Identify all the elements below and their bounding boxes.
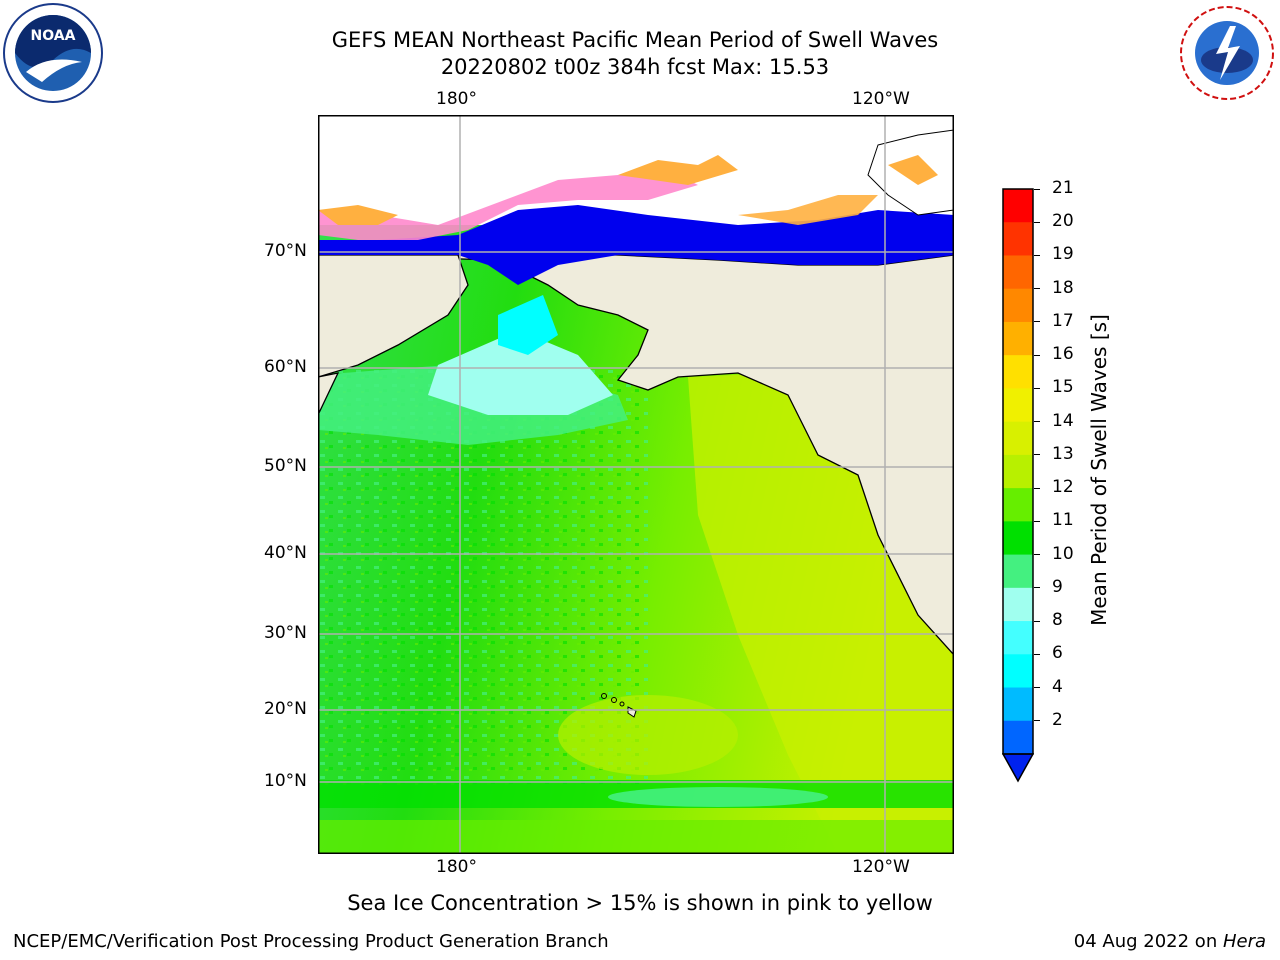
footer-host: Hera (1222, 931, 1266, 952)
colorbar-tick-label: 19 (1052, 244, 1074, 265)
colorbar-tick-label: 6 (1052, 643, 1063, 664)
colorbar-segment (1003, 421, 1033, 456)
colorbar-tick-mark (1034, 221, 1040, 223)
colorbar-tick-label: 20 (1052, 211, 1074, 232)
arctic-ocean-waves (318, 205, 954, 285)
colorbar-extend-triangle (1001, 753, 1035, 783)
colorbar-tick-label: 9 (1052, 576, 1063, 597)
colorbar-tick-mark (1034, 321, 1040, 323)
colorbar-tick-mark (1034, 653, 1040, 655)
lat-tick-10n: 10°N (264, 771, 307, 791)
colorbar-segment (1003, 687, 1033, 722)
bering-strait-waves (498, 295, 558, 355)
footer-date: 04 Aug 2022 on Hera (1074, 931, 1266, 952)
noaa-logo: NOAA (2, 2, 104, 104)
lon-tick-bottom-120w: 120°W (852, 857, 910, 877)
colorbar-segment (1003, 321, 1033, 356)
ocean-south-band (318, 820, 954, 854)
sea-ice-archipelago (888, 155, 938, 185)
colorbar-tick-label: 15 (1052, 377, 1074, 398)
colorbar-tick-mark (1034, 354, 1040, 356)
colorbar-tick-mark (1034, 387, 1040, 389)
colorbar-tick-mark (1034, 620, 1040, 622)
colorbar-tick-mark (1034, 254, 1040, 256)
colorbar-tick-label: 2 (1052, 709, 1063, 730)
colorbar-segment (1003, 621, 1033, 655)
colorbar-tick-mark (1034, 554, 1040, 556)
map-title: GEFS MEAN Northeast Pacific Mean Period … (331, 28, 939, 52)
map-graticule (318, 115, 954, 854)
lat-tick-60n: 60°N (264, 357, 307, 377)
colorbar-tick-mark (1034, 687, 1040, 689)
map-frame (318, 115, 954, 854)
colorbar-tick-label: 21 (1052, 178, 1074, 198)
colorbar-segment (1003, 222, 1033, 256)
colorbar-tick-label: 11 (1052, 510, 1074, 531)
colorbar-segment (1003, 355, 1033, 389)
colorbar-segment (1003, 388, 1033, 423)
colorbar-ticks: 21 20 19 18 17 16 15 14 13 12 11 10 9 8 6 4 2 (1034, 0, 1090, 960)
ocean-equatorial-short (608, 787, 828, 807)
colorbar-tick-mark (1034, 188, 1040, 190)
colorbar (1001, 188, 1035, 783)
footer-date-text: 04 Aug 2022 on (1073, 931, 1223, 952)
colorbar-tick-mark (1034, 421, 1040, 423)
colorbar-segment (1003, 255, 1033, 290)
sea-ice-west (318, 205, 398, 225)
sea-ice-central (618, 155, 738, 185)
ocean-subtropical-patch (558, 695, 738, 775)
colorbar-svg (1001, 188, 1035, 783)
ocean-long-period-zone (688, 373, 954, 854)
nws-logo (1176, 2, 1278, 104)
lat-tick-20n: 20°N (264, 699, 307, 719)
lat-tick-30n: 30°N (264, 623, 307, 643)
lat-tick-40n: 40°N (264, 543, 307, 563)
colorbar-segment (1003, 554, 1033, 589)
colorbar-segment (1003, 720, 1033, 755)
colorbar-label: Mean Period of Swell Waves [s] (1087, 314, 1111, 626)
bering-sea-short (428, 330, 613, 415)
lon-tick-bottom-180: 180° (436, 857, 477, 877)
map-svg (317, 115, 955, 854)
sea-ice-edge (318, 170, 698, 240)
colorbar-segment (1003, 488, 1033, 522)
footer-branch: NCEP/EMC/Verification Post Processing Pr… (13, 931, 609, 952)
map-panel (317, 115, 955, 854)
lat-tick-50n: 50°N (264, 456, 307, 476)
colorbar-frame (1002, 188, 1034, 755)
colorbar-tick-label: 10 (1052, 543, 1074, 564)
colorbar-tick-mark (1034, 587, 1040, 589)
colorbar-segment (1003, 521, 1033, 556)
noaa-logo-text: NOAA (31, 28, 76, 44)
colorbar-tick-label: 4 (1052, 676, 1063, 697)
sea-ice-east (738, 195, 878, 225)
colorbar-tick-mark (1034, 454, 1040, 456)
colorbar-tick-mark (1034, 288, 1040, 290)
colorbar-tick-label: 8 (1052, 610, 1063, 631)
colorbar-tick-label: 12 (1052, 477, 1074, 498)
ice-caption: Sea Ice Concentration > 15% is shown in … (347, 891, 933, 915)
colorbar-segment (1003, 587, 1033, 622)
colorbar-segment (1003, 654, 1033, 689)
map-subtitle: 20220802 t00z 384h fcst Max: 15.53 (440, 55, 830, 79)
colorbar-tick-label: 16 (1052, 344, 1074, 365)
colorbar-tick-label: 18 (1052, 277, 1074, 298)
colorbar-tick-mark (1034, 487, 1040, 489)
colorbar-tick-mark (1034, 720, 1040, 722)
lon-tick-top-120w: 120°W (852, 89, 910, 109)
colorbar-tick-mark (1034, 520, 1040, 522)
colorbar-segment (1003, 288, 1033, 323)
colorbar-tick-label: 13 (1052, 443, 1074, 464)
lat-tick-70n: 70°N (264, 241, 307, 261)
colorbar-segment (1003, 189, 1033, 223)
lon-tick-top-180: 180° (436, 89, 477, 109)
colorbar-segment (1003, 454, 1033, 489)
colorbar-tick-label: 17 (1052, 310, 1074, 331)
colorbar-tick-label: 14 (1052, 410, 1074, 431)
